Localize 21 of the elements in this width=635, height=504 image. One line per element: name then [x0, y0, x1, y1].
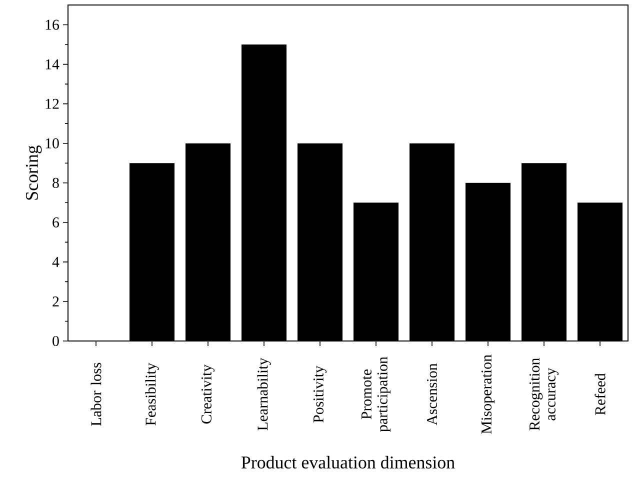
x-axis-title: Product evaluation dimension [241, 456, 455, 469]
y-tick-label: 12 [46, 98, 59, 109]
x-tick-label: Ascension [426, 363, 438, 426]
y-tick-label: 2 [52, 296, 59, 306]
x-tick-label: Learnability [257, 358, 271, 430]
y-tick-label: 16 [46, 20, 60, 30]
x-tick-label: Recognition accuracy [529, 358, 559, 430]
y-tick-label: 0 [52, 336, 59, 346]
x-tick-label: Promote participation [362, 356, 390, 432]
x-tick-label: Misoperation [481, 354, 495, 434]
y-tick-label: 8 [52, 178, 59, 188]
x-tick-label: Labor loss [90, 362, 102, 426]
x-tick-label: Positivity [313, 366, 327, 423]
x-tick-label: Refeed [594, 373, 606, 416]
y-tick-label: 6 [52, 217, 60, 228]
x-tick-label: Creativity [201, 364, 215, 424]
x-tick-label: Feasibility [145, 362, 159, 426]
y-tick-label: 14 [46, 59, 60, 70]
y-tick-label: 4 [52, 257, 60, 267]
y-axis-title: Scoring [26, 145, 42, 200]
y-tick-label: 10 [46, 138, 59, 148]
